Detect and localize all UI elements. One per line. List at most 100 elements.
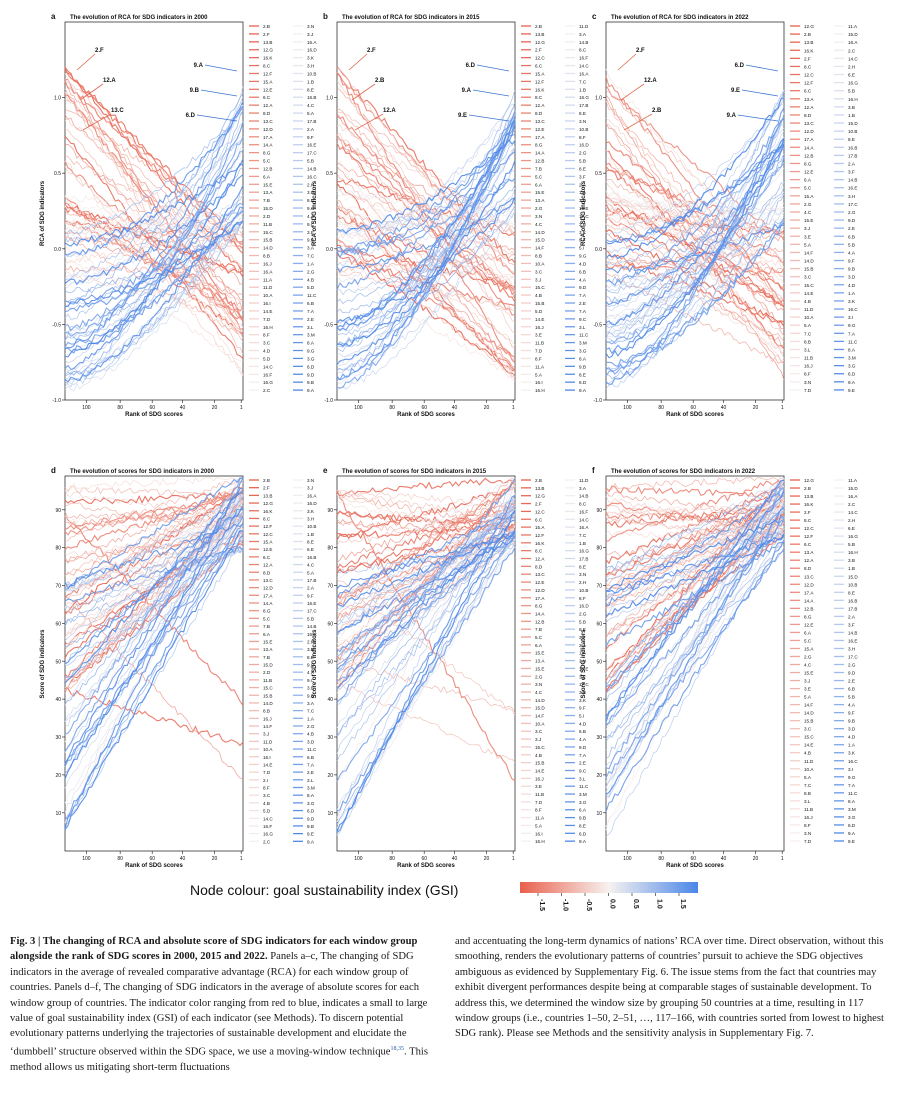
- indicator-line: [64, 546, 244, 627]
- legend-label: 12.C: [804, 73, 814, 78]
- legend-label: 5.B: [307, 616, 314, 621]
- legend-label: 2.E: [579, 301, 586, 306]
- legend-label: 3.E: [307, 230, 314, 235]
- x-axis-label: Rank of SDG scores: [125, 412, 183, 418]
- legend-label: 8.E: [579, 627, 586, 632]
- figure-canvas: a The evolution of RCA for SDG indicators…: [40, 12, 858, 911]
- legend-label: 2.F: [535, 502, 542, 507]
- indicator-line: [64, 495, 244, 722]
- legend-label: 14.A: [535, 151, 545, 156]
- legend-label: 17.B: [848, 606, 857, 611]
- legend-label: 9.A: [848, 380, 856, 385]
- legend: 2.B 11.D 13.B 3.A 12.G 14.B 2.F 8.C 12.C 16.F 6.C 1…: [521, 24, 589, 393]
- panel-title: The evolution of RCA for SDG indicators …: [611, 15, 749, 21]
- legend-label: 3.M: [579, 792, 587, 797]
- legend-label: 3.A: [307, 701, 315, 706]
- legend-label: 4.D: [848, 735, 856, 740]
- y-tick-label: 10: [55, 811, 61, 817]
- legend-label: 8.B: [804, 791, 811, 796]
- legend-label: 6.D: [848, 823, 856, 828]
- legend-label: 6.A: [804, 178, 812, 183]
- legend-label: 4.B: [535, 293, 542, 298]
- indicator-line: [336, 532, 516, 590]
- legend-label: 14.A: [535, 611, 545, 616]
- indicator-line: [605, 504, 785, 767]
- legend-label: 13.A: [263, 190, 273, 195]
- legend-label: 14.F: [263, 724, 272, 729]
- legend-label: 13.A: [804, 550, 814, 555]
- legend-label: 16.D: [307, 501, 317, 506]
- indicator-line: [336, 539, 516, 645]
- annotation-arrow: [617, 53, 637, 71]
- legend-label: 3.K: [579, 230, 587, 235]
- legend-label: 11.D: [579, 24, 589, 29]
- indicator-line: [64, 104, 244, 289]
- indicator-line: [605, 223, 785, 232]
- legend-label: 8.D: [804, 566, 812, 571]
- caption-reference[interactable]: 18,35: [390, 1045, 405, 1052]
- indicator-line: [605, 229, 785, 327]
- indicator-line: [336, 481, 516, 606]
- indicator-line: [336, 66, 516, 264]
- indicator-line: [336, 520, 516, 633]
- indicator-line: [605, 506, 785, 516]
- indicator-line: [605, 137, 785, 359]
- legend-label: 16.H: [535, 839, 545, 844]
- annotation-arrow: [196, 114, 238, 122]
- indicator-line: [64, 91, 244, 355]
- indicator-line: [605, 493, 785, 788]
- legend-label: 9.E: [848, 839, 855, 844]
- legend-label: 8.B: [263, 254, 270, 259]
- legend-label: 5.B: [848, 242, 855, 247]
- legend-label: 15.C: [804, 735, 814, 740]
- legend-label: 5.C: [263, 159, 271, 164]
- indicator-line: [64, 491, 244, 789]
- legend-label: 2.F: [263, 486, 270, 491]
- legend-label: 3.E: [804, 234, 811, 239]
- annotation-arrow: [472, 89, 510, 97]
- legend-label: 3.N: [307, 24, 314, 29]
- y-tick-label: 20: [55, 773, 61, 779]
- legend-label: 7.D: [804, 388, 812, 393]
- y-tick-label: 60: [596, 621, 602, 627]
- indicator-line: [64, 92, 244, 303]
- legend-label: 16.A: [307, 40, 317, 45]
- legend-label: 6.A: [804, 630, 812, 635]
- legend-label: 3.E: [307, 686, 314, 691]
- y-tick-label: 0.5: [595, 171, 602, 177]
- legend-label: 3.E: [804, 687, 811, 692]
- legend-label: 3.C: [263, 793, 271, 798]
- annotation-arrow: [204, 64, 238, 72]
- legend-label: 3.F: [579, 174, 586, 179]
- legend-label: 5.B: [579, 619, 586, 624]
- legend-label: 7.B: [263, 655, 270, 660]
- legend-label: 9.A: [307, 839, 315, 844]
- legend: 12.G 11.A 2.B 15.D 13.B 16.A 16.K 2.C 2.F 14.C 8.C…: [790, 24, 858, 393]
- x-tick-label: 20: [212, 856, 218, 862]
- indicator-line: [336, 118, 516, 329]
- legend-label: 4.B: [263, 801, 270, 806]
- y-tick-label: 0.0: [326, 247, 333, 253]
- legend-label: 3.J: [535, 277, 541, 282]
- indicator-line: [336, 491, 516, 521]
- legend-label: 11.B: [263, 678, 272, 683]
- legend-label: 2.G: [804, 654, 812, 659]
- indicator-line: [605, 178, 785, 278]
- indicator-line: [605, 479, 784, 723]
- legend-label: 8.B: [535, 254, 542, 259]
- series-lines: [64, 477, 244, 831]
- legend-label: 13.B: [804, 40, 813, 45]
- legend-label: 3.L: [804, 347, 811, 352]
- legend-label: 3.N: [535, 214, 542, 219]
- legend-label: 8.E: [579, 823, 586, 828]
- legend-label: 13.C: [535, 119, 545, 124]
- annotation-arrow: [348, 53, 368, 71]
- legend-label: 8.E: [307, 655, 314, 660]
- legend-label: 13.C: [263, 119, 273, 124]
- legend-label: 2.H: [307, 182, 314, 187]
- legend-label: 16.J: [804, 815, 813, 820]
- legend-label: 1.A: [848, 743, 856, 748]
- legend-label: 16.A: [579, 71, 589, 76]
- legend-label: 8.F: [579, 596, 586, 601]
- legend-label: 12.B: [263, 166, 272, 171]
